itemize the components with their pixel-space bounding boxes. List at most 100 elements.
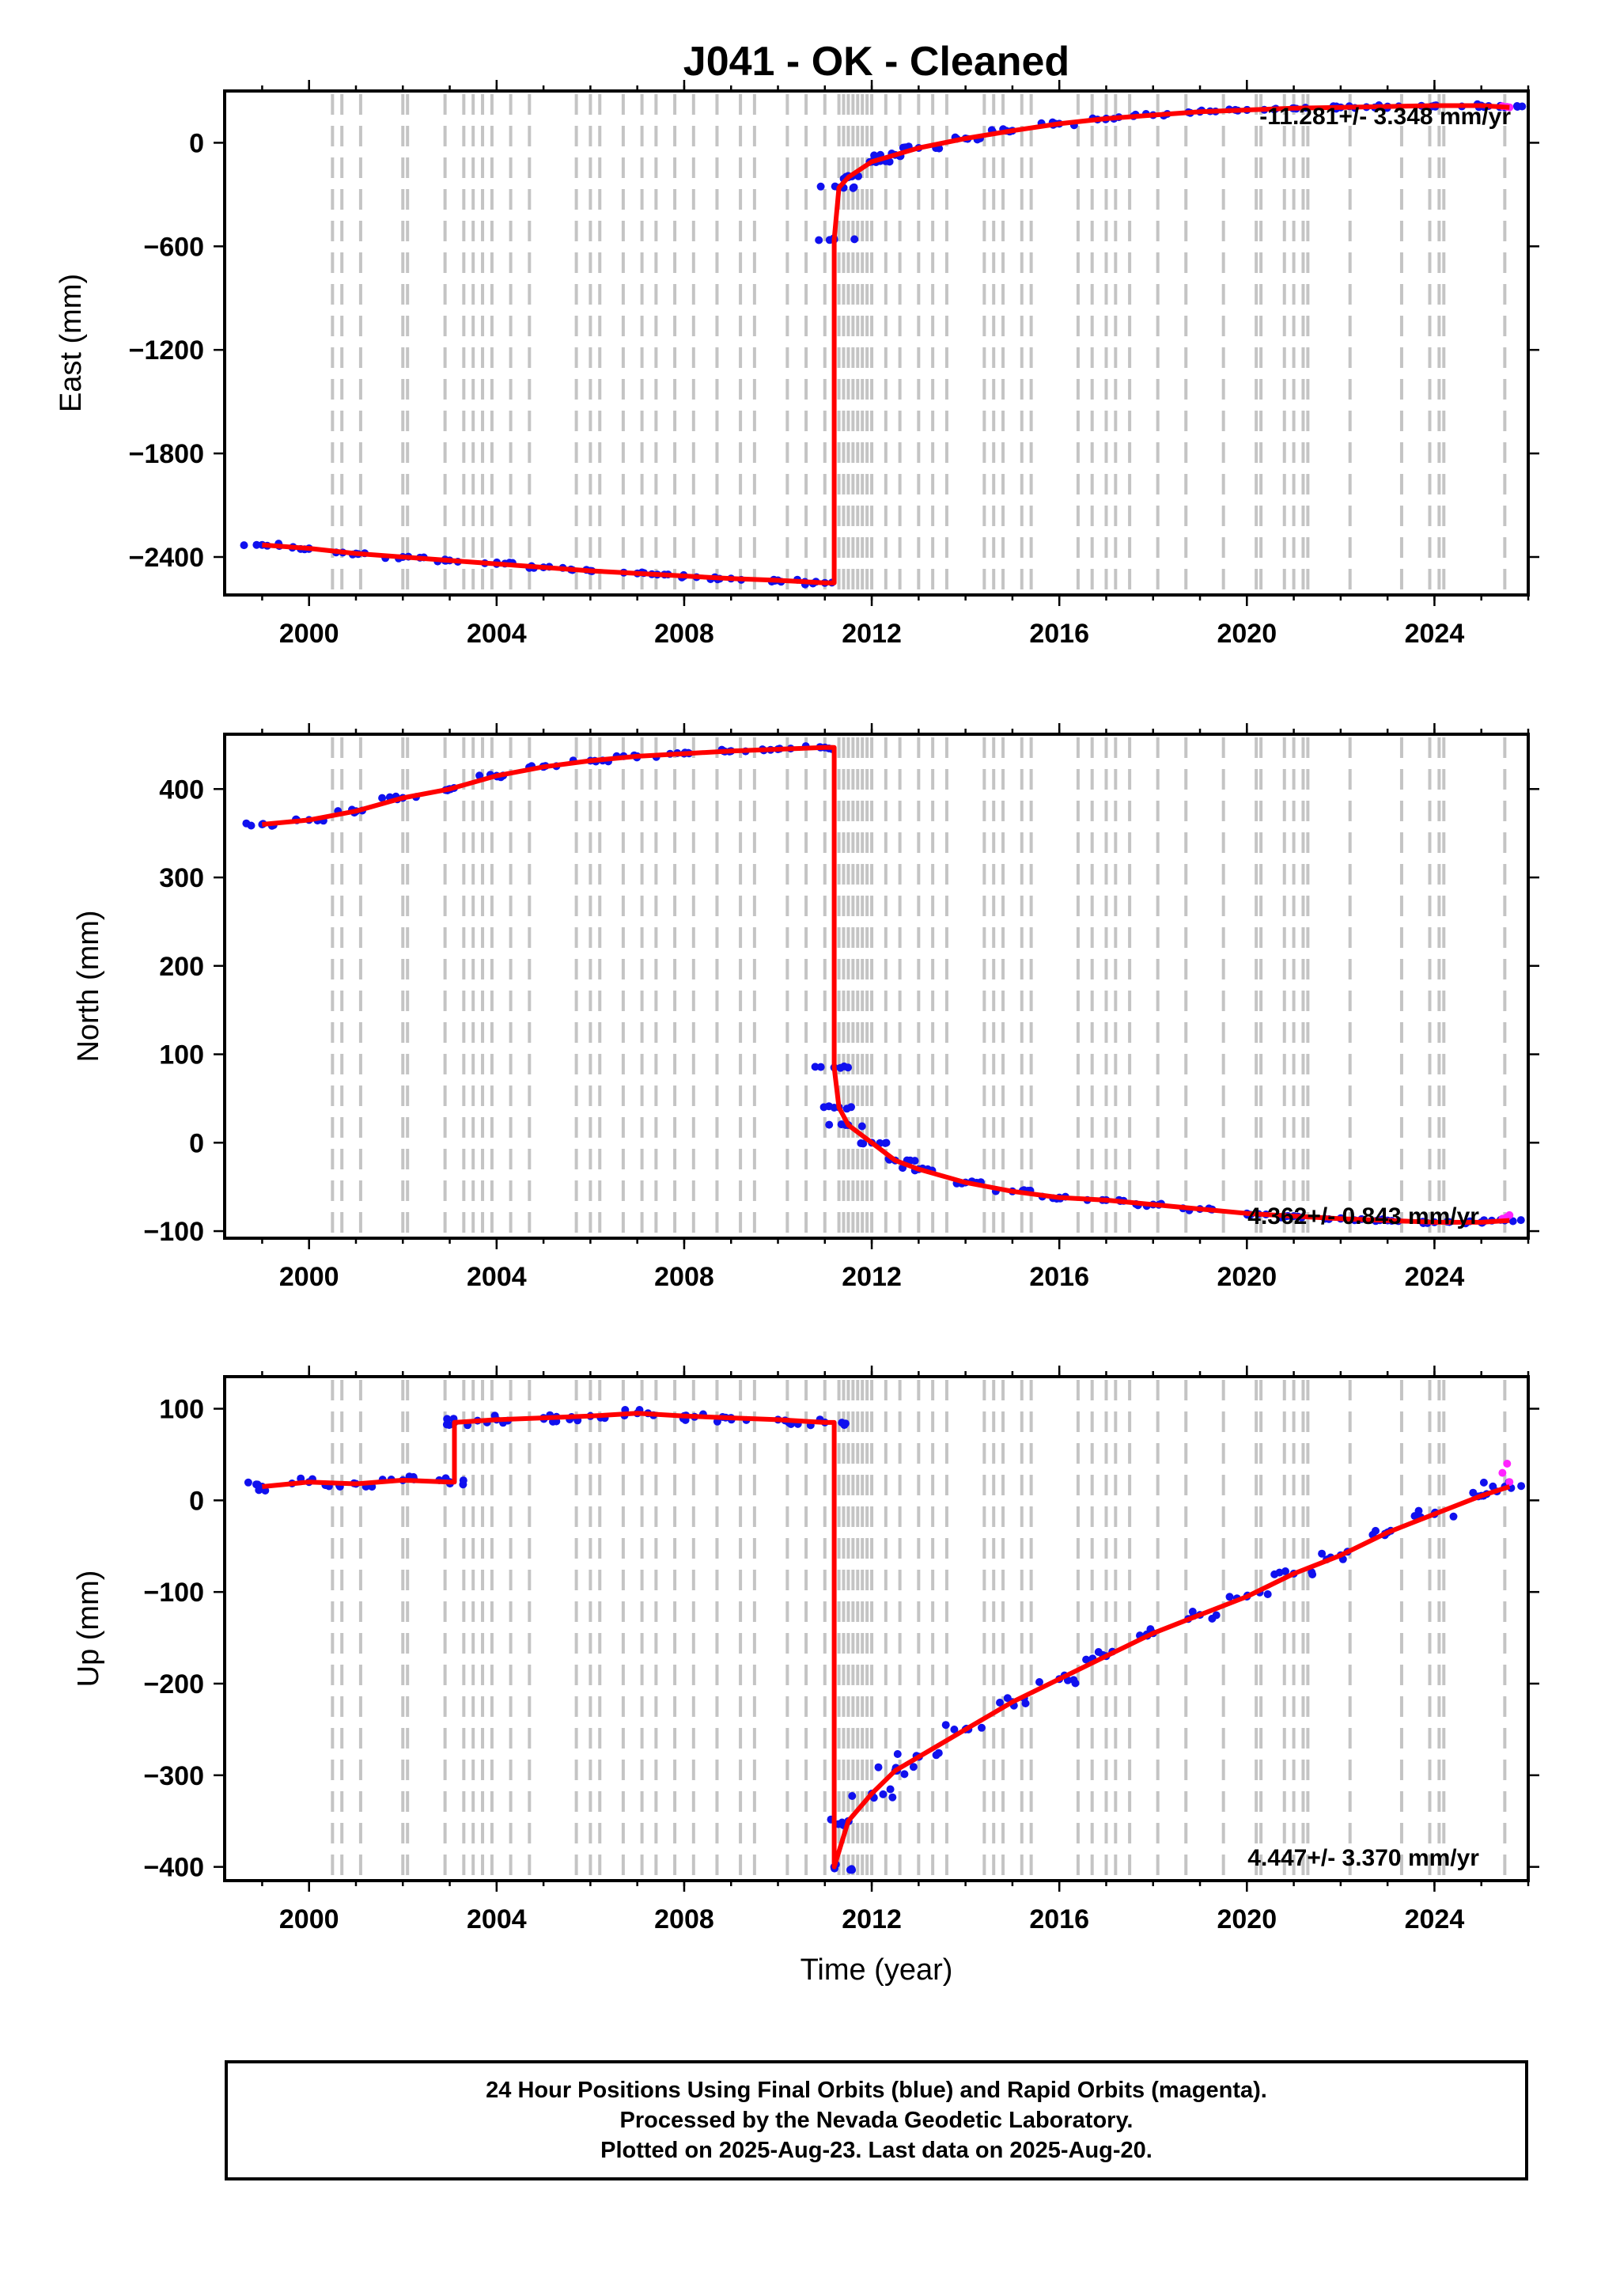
final-orbit-point bbox=[1263, 1590, 1272, 1598]
y-tick-label: 0 bbox=[189, 128, 204, 158]
x-tick-label: 2024 bbox=[1405, 1904, 1465, 1934]
velocity-rate-label: 4.447+/- 3.370 mm/yr bbox=[1247, 1845, 1479, 1871]
final-orbit-point bbox=[874, 1763, 883, 1771]
east-panel: 2000 2004 2008 2012 2016 2020 2024 0 −600 −1200 −1… bbox=[55, 80, 1539, 649]
final-orbit-point bbox=[830, 1104, 838, 1112]
x-tick-label: 2016 bbox=[1029, 1262, 1089, 1292]
final-orbit-point bbox=[849, 184, 857, 192]
x-tick-label: 2000 bbox=[279, 619, 339, 649]
x-tick-label: 2020 bbox=[1217, 1262, 1277, 1292]
final-orbit-point bbox=[848, 1792, 857, 1800]
final-orbit-point bbox=[1082, 1655, 1091, 1664]
final-orbit-point bbox=[857, 1139, 865, 1147]
final-orbit-point bbox=[1318, 1549, 1327, 1558]
final-orbit-point bbox=[1449, 1512, 1458, 1521]
velocity-rate-label: 4.362+/- 0.843 mm/yr bbox=[1247, 1203, 1479, 1229]
x-tick-label: 2012 bbox=[842, 1262, 902, 1292]
final-orbit-point bbox=[1513, 103, 1522, 111]
y-axis-label: East (mm) bbox=[55, 274, 88, 412]
final-orbit-point bbox=[1003, 1694, 1012, 1703]
x-tick-label: 2008 bbox=[654, 1262, 714, 1292]
final-orbit-point bbox=[978, 1723, 986, 1732]
footer-line-1: 24 Hour Positions Using Final Orbits (bl… bbox=[486, 2078, 1267, 2103]
x-tick-label: 2016 bbox=[1029, 619, 1089, 649]
final-orbit-point bbox=[881, 1139, 890, 1147]
y-tick-label: −200 bbox=[143, 1669, 204, 1699]
model-line bbox=[262, 103, 1510, 585]
final-orbit-point bbox=[1517, 1482, 1526, 1491]
final-orbit-point bbox=[842, 1104, 851, 1113]
final-orbit-point bbox=[815, 236, 823, 244]
final-orbit-point bbox=[941, 1721, 950, 1730]
final-orbit-point bbox=[893, 1750, 902, 1758]
final-orbit-point bbox=[886, 1785, 895, 1794]
final-orbit-point bbox=[841, 1419, 850, 1428]
y-tick-label: 0 bbox=[189, 1128, 204, 1158]
rapid-orbit-point bbox=[1505, 1478, 1514, 1487]
y-tick-label: −600 bbox=[143, 232, 204, 262]
x-tick-label: 2024 bbox=[1405, 619, 1465, 649]
final-orbit-point bbox=[1281, 1567, 1289, 1575]
final-orbit-point bbox=[1308, 1568, 1316, 1577]
y-tick-label: −2400 bbox=[129, 543, 205, 573]
x-tick-label: 2016 bbox=[1029, 1904, 1089, 1934]
model-line bbox=[262, 744, 1510, 1225]
final-orbit-point bbox=[816, 182, 825, 191]
y-tick-label: 200 bbox=[159, 952, 204, 982]
rapid-orbit-point bbox=[1505, 1211, 1514, 1219]
final-orbit-point bbox=[442, 1420, 451, 1429]
y-tick-label: 100 bbox=[159, 1040, 204, 1070]
y-tick-label: 0 bbox=[189, 1486, 204, 1516]
rapid-orbit-point bbox=[1503, 1460, 1512, 1468]
footer-box: 24 Hour Positions Using Final Orbits (bl… bbox=[225, 2060, 1528, 2180]
y-tick-label: −100 bbox=[143, 1217, 204, 1247]
north-panel: 2000 2004 2008 2012 2016 2020 2024 400 300 200 100… bbox=[72, 723, 1539, 1292]
final-orbit-point bbox=[846, 1866, 854, 1874]
final-orbit-point bbox=[879, 1790, 888, 1798]
plot-frame bbox=[223, 89, 1530, 597]
x-tick-label: 2008 bbox=[654, 619, 714, 649]
y-tick-label: 400 bbox=[159, 775, 204, 805]
rapid-orbit-point bbox=[1498, 1468, 1507, 1477]
final-orbit-point bbox=[459, 1476, 467, 1485]
final-orbit-point bbox=[996, 1699, 1004, 1707]
final-orbit-point bbox=[1479, 1478, 1488, 1487]
y-tick-label: 300 bbox=[159, 863, 204, 893]
final-orbit-point bbox=[837, 1120, 846, 1129]
final-orbit-point bbox=[378, 794, 387, 802]
final-orbit-point bbox=[1208, 1614, 1217, 1623]
x-tick-label: 2004 bbox=[467, 619, 527, 649]
y-axis-label: Up (mm) bbox=[72, 1570, 105, 1688]
final-orbit-point bbox=[932, 1751, 941, 1760]
x-tick-label: 2008 bbox=[654, 1904, 714, 1934]
y-axis-label: North (mm) bbox=[72, 910, 105, 1062]
final-orbit-point bbox=[1414, 1506, 1423, 1515]
final-orbit-point bbox=[870, 151, 879, 160]
x-tick-label: 2020 bbox=[1217, 1904, 1277, 1934]
final-orbit-point bbox=[1069, 1676, 1078, 1684]
final-orbit-point bbox=[1275, 1568, 1284, 1577]
final-orbit-point bbox=[900, 1770, 909, 1779]
velocity-rate-label: -11.281+/- 3.348 mm/yr bbox=[1259, 104, 1511, 130]
y-tick-label: −1800 bbox=[129, 439, 205, 469]
final-orbit-point bbox=[888, 1793, 897, 1802]
x-tick-label: 2000 bbox=[279, 1904, 339, 1934]
final-orbit-point bbox=[247, 821, 255, 830]
plot-frame bbox=[223, 1375, 1530, 1882]
x-tick-label: 2004 bbox=[467, 1904, 527, 1934]
final-orbit-point bbox=[950, 1726, 959, 1733]
final-orbit-point bbox=[475, 771, 484, 780]
x-tick-label: 2024 bbox=[1405, 1262, 1465, 1292]
final-orbit-point bbox=[252, 540, 261, 549]
final-orbit-point bbox=[244, 1478, 252, 1487]
final-orbit-point bbox=[909, 1763, 918, 1771]
y-tick-label: 100 bbox=[159, 1395, 204, 1425]
y-tick-label: −1200 bbox=[129, 335, 205, 366]
final-orbit-point bbox=[811, 1063, 819, 1071]
final-orbit-point bbox=[1508, 1217, 1517, 1226]
x-axis-label: Time (year) bbox=[800, 1953, 953, 1987]
final-orbit-point bbox=[255, 1486, 263, 1495]
x-tick-label: 2020 bbox=[1217, 619, 1277, 649]
final-orbit-point bbox=[857, 1122, 866, 1131]
